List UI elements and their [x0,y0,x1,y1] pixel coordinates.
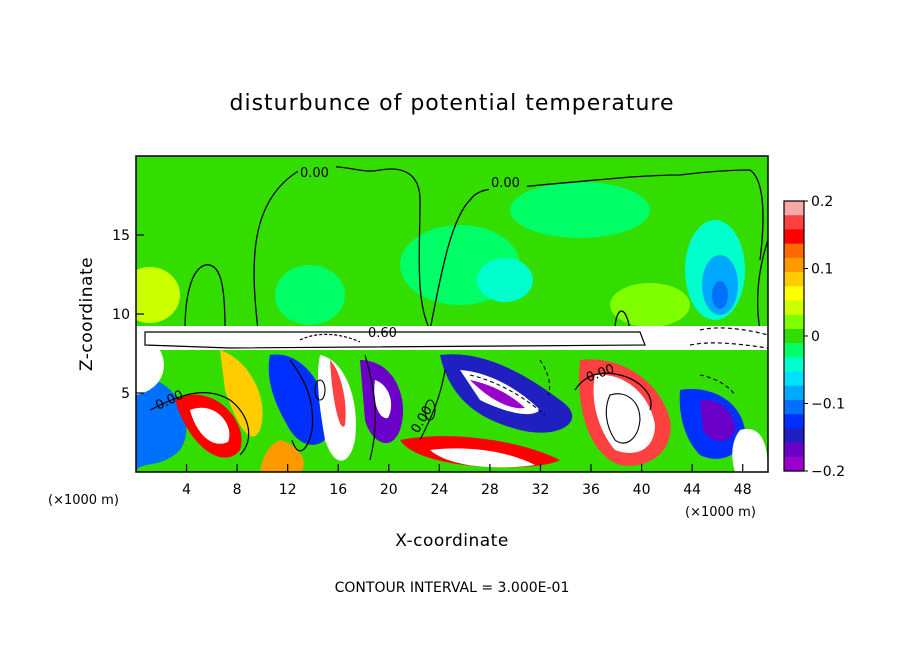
field-patch [430,448,535,468]
colorbar-segment [784,343,804,358]
x-tick-label: 44 [683,482,701,498]
contour-line [605,393,641,444]
colorbar-segment [784,257,804,273]
field-patch [700,399,735,442]
x-unit-left: (×1000 m) [48,493,119,508]
contour-line [419,369,446,441]
x-tick-label: 12 [279,482,297,498]
field-patch [712,281,728,309]
field-patch [260,440,304,472]
contour-line [149,392,250,456]
field-patch [190,407,230,444]
colorbar-segment [784,357,804,373]
contour-line [699,374,736,396]
contour-interval-note: CONTOUR INTERVAL = 3.000E-01 [335,580,570,596]
contour-line [689,342,768,349]
contour-line [364,354,377,461]
colorbar-tick-label: −0.1 [811,397,845,413]
contour-line [539,359,551,396]
field-patch [593,374,655,453]
field-patch [510,182,650,238]
colorbar-tick-label: 0.2 [811,194,833,210]
x-tick-label: 36 [582,482,600,498]
x-tick-label: 32 [532,482,550,498]
contour-line [424,399,436,421]
colorbar-segment [784,229,804,245]
colorbar-tick-label: 0.1 [811,262,833,278]
x-tick-label: 4 [182,482,191,498]
colorbar-segment [784,201,804,216]
contour-line [144,331,646,349]
contour-line [756,239,768,331]
contour-line [314,379,326,401]
colorbar-segment [784,442,804,458]
contour-line [299,333,361,343]
field-patch [374,380,392,419]
colorbar-segment [784,300,804,316]
colorbar-segment [784,456,804,472]
x-axis-label: X-coordinate [395,531,509,551]
colorbar-segment [784,428,804,444]
colorbar-segment [784,314,804,330]
x-tick-label: 16 [329,482,347,498]
y-tick-label: 5 [121,386,130,402]
contour-line [574,372,652,411]
y-tick-label: 10 [112,307,130,323]
x-tick-label: 40 [633,482,651,498]
field-patch [732,429,768,472]
field-patch [136,350,164,395]
contour-label-bg [298,164,336,180]
x-tick-label: 24 [430,482,448,498]
contour-line [429,169,764,331]
field-patch [136,267,180,323]
contour-line [699,327,768,336]
colorbar-segment [784,272,804,287]
field-patch [330,360,346,427]
x-tick-label: 28 [481,482,499,498]
colorbar-segment [784,414,804,429]
x-tick-label: 48 [734,482,752,498]
colorbar: 0.2 0.1 0 −0.1 −0.2 [783,194,845,480]
colorbar-segment [784,385,804,401]
x-axis: 4 8 12 16 20 24 28 32 36 40 44 48 [182,464,752,498]
colorbar-segment [784,328,804,344]
colorbar-tick-label: −0.2 [811,464,845,480]
plot-area: 0.00 0.00 0.00 0.60 0.00 0.00 [136,156,768,472]
field-patch [470,380,525,409]
x-tick-label: 20 [380,482,398,498]
chart-title: disturbunce of potential temperature [230,91,675,116]
colorbar-segment [784,399,804,415]
x-unit-right: (×1000 m) [685,505,756,520]
field-patch [477,258,533,302]
contour-line [184,264,226,331]
contour-label: 0.60 [368,326,397,341]
colorbar-tick-label: 0 [811,329,820,345]
contour-label: 0.00 [300,166,329,181]
contour-label: 0.00 [491,176,520,191]
y-tick-label: 15 [112,228,130,244]
field-patch [136,378,187,472]
contour-line [469,374,546,416]
colorbar-segment [784,286,804,302]
field-patch [610,283,690,327]
x-tick-label: 8 [233,482,242,498]
colorbar-segment [784,215,804,231]
field-patch [275,265,345,325]
contour-label-bg [489,174,527,190]
field-patch [220,350,263,437]
field-patch [268,354,332,445]
colorbar-segment [784,243,804,259]
contour-line [253,165,431,331]
colorbar-segment [784,371,804,387]
y-axis: 5 10 15 [112,228,144,402]
contour-line [289,359,314,452]
contour-line [614,310,631,331]
y-axis-label: Z-coordinate [77,257,97,371]
